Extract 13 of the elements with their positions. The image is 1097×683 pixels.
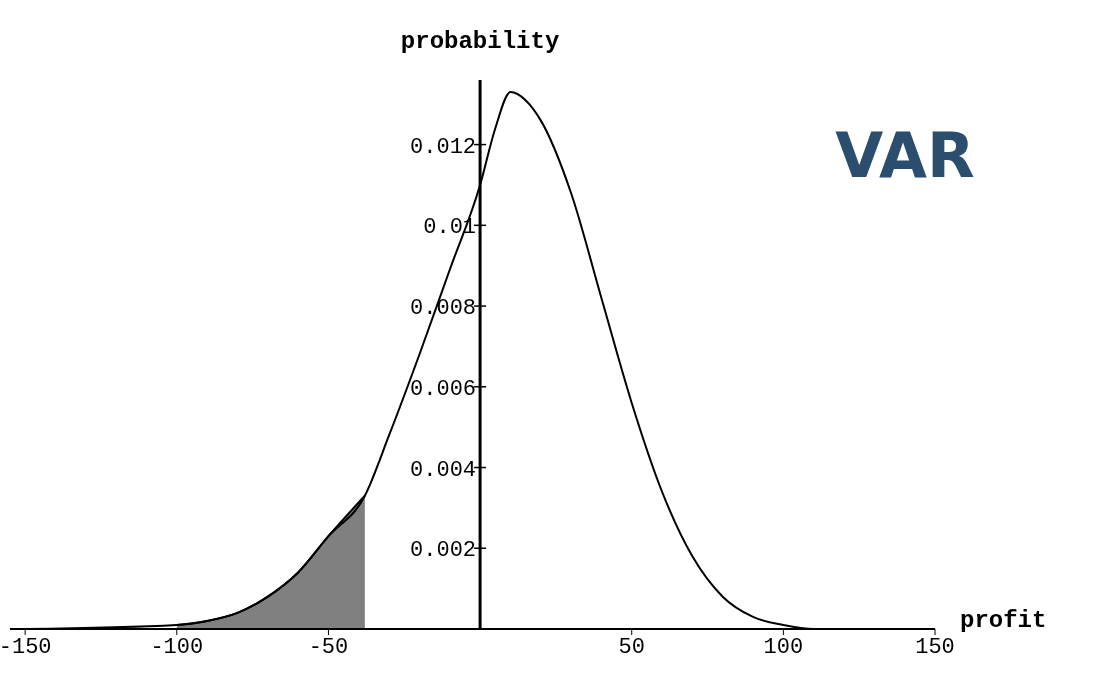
x-tick-label: 150 [915, 634, 955, 660]
y-tick-label: 0.012 [410, 134, 477, 160]
x-tick-label: -150 [0, 634, 52, 660]
y-axis-title: probability [400, 28, 560, 55]
y-tick-label: 0.006 [410, 376, 477, 402]
x-tick-label: 100 [763, 634, 804, 660]
y-tick-label: 0.004 [410, 457, 477, 483]
x-tick-label: 50 [618, 634, 645, 660]
x-tick-label: -50 [308, 634, 349, 660]
x-axis-title: profit [960, 607, 1047, 634]
y-tick-label: 0.002 [410, 538, 477, 564]
annotation: VAR [835, 119, 975, 192]
x-tick-label: -100 [150, 634, 204, 660]
